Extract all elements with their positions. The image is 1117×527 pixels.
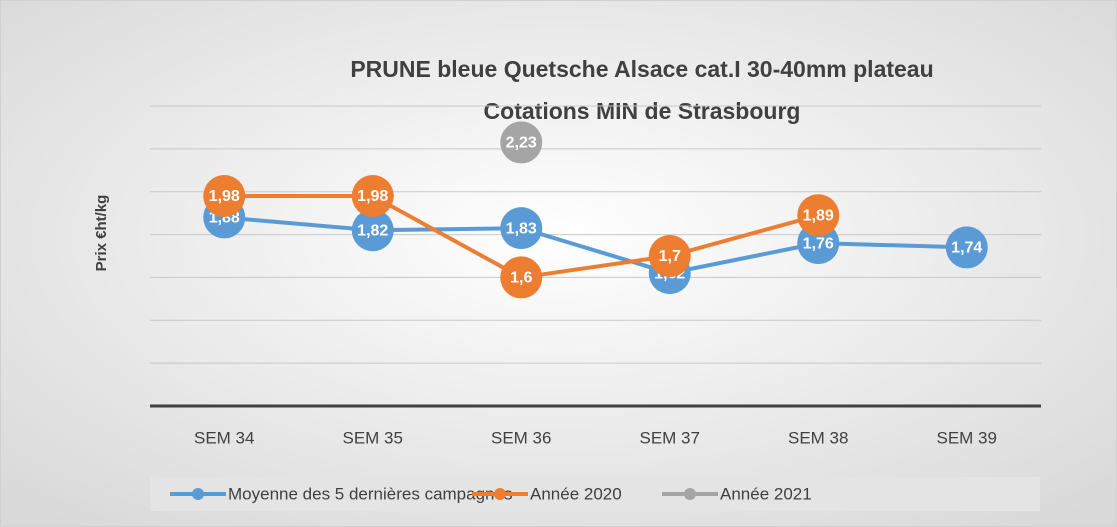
data-point: [648, 235, 691, 277]
data-point: [500, 256, 543, 299]
x-tick-label: SEM 34: [194, 428, 254, 447]
data-point: [500, 121, 543, 164]
data-label: 1,76: [803, 235, 834, 252]
data-label: 1,98: [357, 188, 388, 205]
x-tick-label: SEM 35: [343, 428, 403, 447]
legend-marker: [192, 488, 204, 500]
data-label: 1,6: [510, 270, 532, 287]
legend-box: [150, 477, 1040, 511]
data-label: 1,7: [659, 248, 681, 265]
legend-marker: [494, 488, 506, 500]
series-line: [224, 215, 967, 276]
data-label: 1,83: [506, 220, 537, 237]
data-label: 1,82: [357, 223, 388, 240]
data-point: [945, 226, 988, 269]
legend-label: Moyenne des 5 dernières campagnes: [228, 484, 512, 503]
data-point: [797, 194, 840, 237]
legend-label: Année 2020: [530, 484, 622, 503]
x-tick-label: SEM 36: [491, 428, 551, 447]
chart-subtitle: Cotations MIN de Strasbourg: [484, 98, 801, 124]
x-tick-label: SEM 39: [937, 428, 997, 447]
legend-marker: [684, 488, 696, 500]
data-label: 1,98: [209, 188, 240, 205]
data-label: 1,89: [803, 208, 834, 225]
data-point: [500, 207, 543, 250]
chart-title: PRUNE bleue Quetsche Alsace cat.I 30-40m…: [350, 56, 933, 82]
legend-label: Année 2021: [720, 484, 812, 503]
data-point: [203, 175, 246, 217]
data-point: [351, 175, 394, 217]
x-tick-label: SEM 38: [788, 428, 848, 447]
y-axis-label: Prix €ht/kg: [93, 195, 110, 272]
data-label: 2,23: [506, 135, 537, 152]
data-point: [351, 209, 394, 252]
x-tick-label: SEM 37: [640, 428, 700, 447]
data-label: 1,74: [951, 240, 982, 257]
